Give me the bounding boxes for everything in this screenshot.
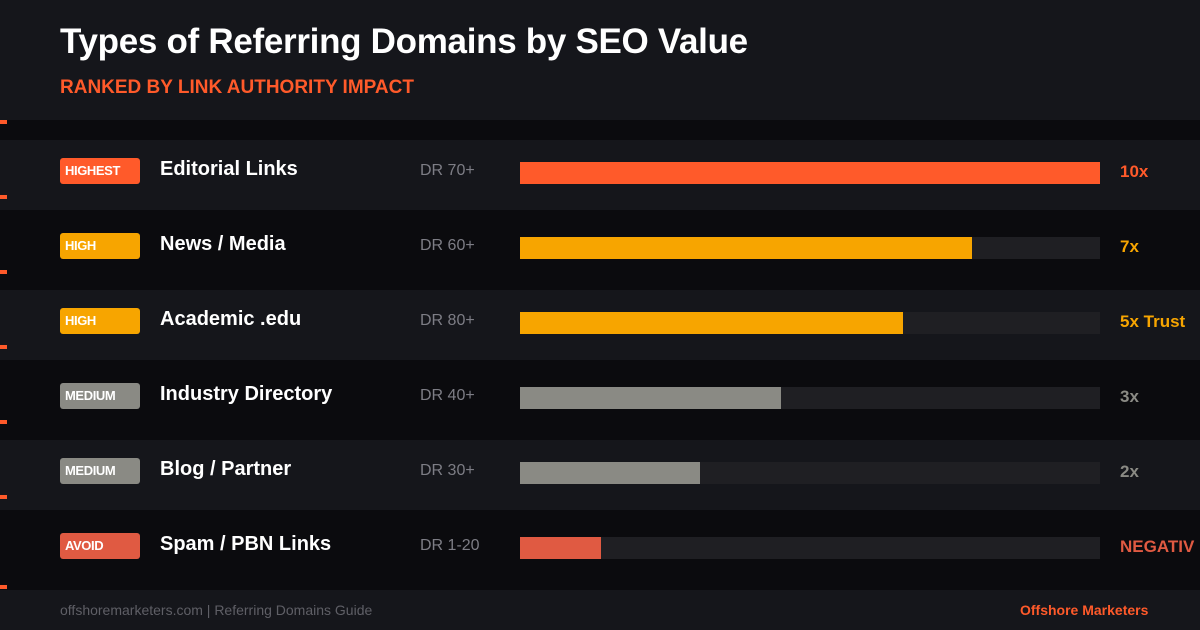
tier-badge: MEDIUM [60, 458, 140, 484]
tier-badge: MEDIUM [60, 383, 140, 409]
footer: offshoremarketers.com | Referring Domain… [0, 590, 1200, 630]
value-label: 2x [1120, 462, 1139, 481]
value-label: 5x Trust [1120, 312, 1186, 331]
category-label: Industry Directory [160, 383, 333, 405]
bar-track [520, 312, 1100, 334]
bar [520, 537, 602, 559]
domain-row: HIGH News / Media DR 60+ 7x [0, 195, 1200, 285]
row-marker [0, 585, 7, 589]
row-marker [0, 120, 7, 124]
chart-subtitle: RANKED BY LINK AUTHORITY IMPACT [60, 77, 414, 98]
domain-row: AVOID Spam / PBN Links DR 1-20 NEGATIV [0, 495, 1200, 585]
row-marker [0, 495, 7, 499]
domain-rating-label: DR 40+ [420, 387, 475, 404]
domain-row: MEDIUM Industry Directory DR 40+ 3x [0, 345, 1200, 435]
domain-rating-label: DR 70+ [420, 162, 475, 179]
bar-track [520, 462, 1100, 484]
domain-bar-list: HIGHEST Editorial Links DR 70+ 10x HIGH News … [0, 120, 1200, 590]
category-label: Blog / Partner [160, 458, 292, 480]
bar [520, 387, 781, 409]
value-label: 7x [1120, 237, 1139, 256]
domain-rating-label: DR 60+ [420, 237, 475, 254]
row-marker [0, 270, 7, 274]
category-label: Academic .edu [160, 308, 302, 330]
tier-badge: AVOID [60, 533, 140, 559]
bar [520, 237, 973, 259]
bar-track [520, 237, 1100, 259]
domain-row: HIGH Academic .edu DR 80+ 5x Trust [0, 270, 1200, 360]
value-label: NEGATIV [1120, 537, 1195, 556]
tier-badge: HIGHEST [60, 158, 140, 184]
domain-row: MEDIUM Blog / Partner DR 30+ 2x [0, 420, 1200, 510]
chart-title: Types of Referring Domains by SEO Value [60, 22, 748, 61]
domain-rating-label: DR 30+ [420, 462, 475, 479]
value-label: 10x [1120, 162, 1149, 181]
bar-track [520, 537, 1100, 559]
bar [520, 162, 1100, 184]
footer-source: offshoremarketers.com | Referring Domain… [60, 602, 373, 618]
row-marker [0, 420, 7, 424]
tier-badge: HIGH [60, 233, 140, 259]
domain-rating-label: DR 1-20 [420, 537, 480, 554]
tier-badge: HIGH [60, 308, 140, 334]
domain-rating-label: DR 80+ [420, 312, 475, 329]
bar [520, 462, 700, 484]
footer-brand: Offshore Marketers [1020, 602, 1149, 618]
row-marker [0, 345, 7, 349]
header: Types of Referring Domains by SEO Value … [0, 0, 1200, 120]
bar-track [520, 387, 1100, 409]
bar [520, 312, 903, 334]
category-label: Editorial Links [160, 158, 298, 180]
category-label: News / Media [160, 233, 286, 255]
bar-track [520, 162, 1100, 184]
domain-row: HIGHEST Editorial Links DR 70+ 10x [0, 120, 1200, 210]
value-label: 3x [1120, 387, 1139, 406]
row-marker [0, 195, 7, 199]
category-label: Spam / PBN Links [160, 533, 332, 555]
